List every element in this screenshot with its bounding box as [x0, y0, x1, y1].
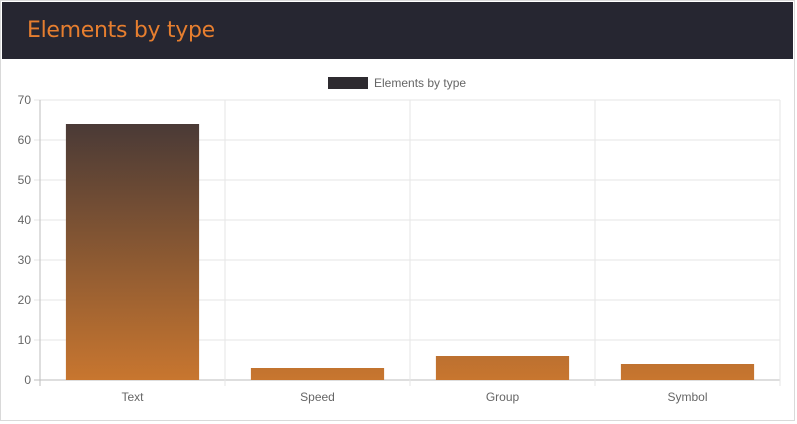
bar-symbol[interactable] — [620, 364, 755, 380]
bar-group[interactable] — [435, 356, 570, 380]
y-tick-label: 10 — [18, 333, 32, 347]
y-tick-label: 20 — [18, 293, 32, 307]
bars — [65, 124, 755, 380]
x-tick-label: Speed — [300, 390, 335, 404]
y-tick-label: 30 — [18, 253, 32, 267]
x-tick-label: Symbol — [667, 390, 707, 404]
legend-swatch[interactable] — [328, 77, 368, 89]
y-tick-label: 50 — [18, 173, 32, 187]
x-tick-label: Text — [121, 390, 144, 404]
bar-speed[interactable] — [250, 368, 385, 380]
y-tick-label: 60 — [18, 133, 32, 147]
axes: 0 10 20 30 40 50 60 70 Text Speed Group Symbol — [18, 93, 708, 404]
card-header: Elements by type — [2, 2, 793, 59]
card-title: Elements by type — [27, 18, 215, 43]
legend: Elements by type — [328, 76, 466, 90]
y-tick-label: 0 — [24, 373, 31, 387]
y-tick-label: 70 — [18, 93, 32, 107]
x-tick-label: Group — [486, 390, 520, 404]
legend-label[interactable]: Elements by type — [374, 76, 466, 90]
y-tick-label: 40 — [18, 213, 32, 227]
bar-text[interactable] — [65, 124, 200, 380]
